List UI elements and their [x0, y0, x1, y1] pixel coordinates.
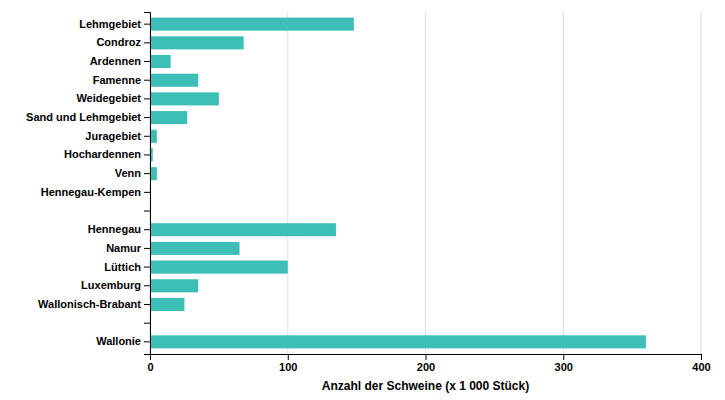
bar: [150, 36, 244, 49]
bar: [150, 92, 219, 105]
y-tick-mark: [144, 192, 150, 193]
y-tick-label: Wallonie: [96, 335, 141, 347]
x-tick: 100: [279, 354, 297, 373]
x-axis: 0 100 200 300 400: [147, 354, 710, 373]
x-tick-label: 200: [417, 361, 435, 373]
plot-area: 0 100 200 300 400 Lehmgebiet Condroz Ardennen Fa…: [26, 12, 711, 373]
y-tick-mark: [144, 117, 150, 118]
grid-line: [701, 12, 702, 354]
y-tick: Condroz: [96, 36, 150, 48]
x-axis-title: Anzahl der Schweine (x 1 000 Stück): [322, 379, 529, 393]
y-axis-line: [144, 13, 151, 355]
y-tick-mark: [144, 323, 150, 324]
y-tick-label: Namur: [106, 242, 142, 254]
y-tick-label: Luxemburg: [81, 279, 141, 291]
y-tick-label: Lüttich: [104, 261, 141, 273]
bar: [150, 223, 336, 236]
y-tick-mark: [144, 80, 150, 81]
y-tick-label: Lehmgebiet: [79, 18, 141, 30]
y-tick: Hennegau-Kempen: [41, 186, 150, 198]
y-tick: Lehmgebiet: [79, 18, 150, 30]
bar: [150, 335, 646, 348]
y-tick-label: Condroz: [96, 36, 141, 48]
x-tick-mark: [288, 354, 289, 360]
y-tick: Hennegau: [88, 223, 150, 235]
bars: [150, 18, 646, 349]
y-tick-mark: [144, 341, 150, 342]
grid-line: [287, 12, 288, 354]
y-tick-label: Venn: [115, 167, 142, 179]
y-tick: Famenne: [93, 74, 150, 86]
bar: [150, 298, 184, 311]
bar: [150, 74, 198, 87]
y-tick-mark: [144, 136, 150, 137]
grid: [150, 12, 701, 354]
x-tick: 300: [555, 354, 573, 373]
chart-svg: 0 100 200 300 400 Lehmgebiet Condroz Ardennen Fa…: [0, 0, 725, 400]
y-tick: Luxemburg: [81, 279, 150, 291]
y-tick: [144, 211, 150, 212]
bar: [150, 111, 187, 124]
grid-line: [563, 12, 564, 354]
y-tick: Ardennen: [90, 55, 150, 67]
bar: [150, 261, 288, 274]
y-tick: Venn: [115, 167, 150, 179]
y-axis: Lehmgebiet Condroz Ardennen Famenne Weidegeb…: [26, 13, 150, 355]
bar: [150, 18, 354, 31]
y-tick-label: Famenne: [93, 74, 141, 86]
y-tick-mark: [144, 42, 150, 43]
y-tick-mark: [144, 24, 150, 25]
bar: [150, 130, 157, 143]
y-tick-mark: [144, 229, 150, 230]
x-tick-label: 100: [279, 361, 297, 373]
bar: [150, 242, 240, 255]
y-tick: Juragebiet: [85, 130, 150, 142]
x-tick-label: 300: [555, 361, 573, 373]
y-tick-label: Ardennen: [90, 55, 142, 67]
x-tick: 400: [692, 354, 710, 373]
x-tick-mark: [563, 354, 564, 360]
y-tick: Hochardennen: [64, 148, 150, 160]
y-tick-mark: [144, 304, 150, 305]
y-tick: Sand und Lehmgebiet: [26, 111, 150, 123]
x-tick-mark: [701, 354, 702, 360]
y-tick-label: Hennegau-Kempen: [41, 186, 142, 198]
y-tick: Lüttich: [104, 261, 150, 273]
y-tick: [144, 323, 150, 324]
bar: [150, 167, 157, 180]
bar: [150, 55, 171, 68]
y-tick-label: Juragebiet: [85, 130, 141, 142]
y-tick-mark: [144, 61, 150, 62]
y-tick-label: Sand und Lehmgebiet: [26, 111, 141, 123]
y-tick-mark: [144, 211, 150, 212]
y-tick-mark: [144, 173, 150, 174]
chart-container: 0 100 200 300 400 Lehmgebiet Condroz Ardennen Fa…: [0, 0, 725, 400]
y-tick: Weidegebiet: [76, 92, 150, 104]
x-tick: 0: [147, 354, 153, 373]
y-tick-mark: [144, 248, 150, 249]
y-tick-mark: [144, 285, 150, 286]
y-tick: Wallonisch-Brabant: [38, 298, 150, 310]
y-tick-label: Hennegau: [88, 223, 141, 235]
y-tick-mark: [144, 154, 150, 155]
x-tick-label: 0: [147, 361, 153, 373]
x-axis-line: [151, 355, 702, 361]
y-tick-label: Hochardennen: [64, 148, 141, 160]
x-tick-label: 400: [692, 361, 710, 373]
y-tick-label: Wallonisch-Brabant: [38, 298, 141, 310]
y-tick: Namur: [106, 242, 150, 254]
grid-line: [425, 12, 426, 354]
y-tick-mark: [144, 98, 150, 99]
bar: [150, 279, 198, 292]
x-tick-mark: [426, 354, 427, 360]
y-tick-label: Weidegebiet: [76, 92, 141, 104]
y-tick-mark: [144, 267, 150, 268]
y-tick: Wallonie: [96, 335, 150, 347]
x-tick: 200: [417, 354, 435, 373]
